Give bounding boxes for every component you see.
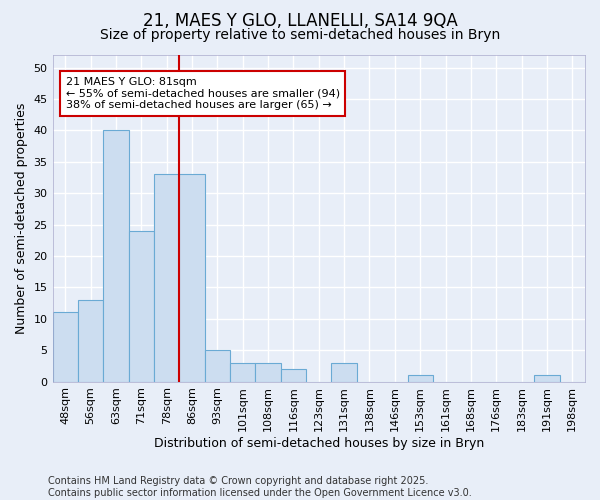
Bar <box>154 174 179 382</box>
Text: Size of property relative to semi-detached houses in Bryn: Size of property relative to semi-detach… <box>100 28 500 42</box>
Bar <box>534 376 560 382</box>
Bar <box>205 350 230 382</box>
Y-axis label: Number of semi-detached properties: Number of semi-detached properties <box>15 102 28 334</box>
Bar <box>128 231 154 382</box>
Bar <box>179 174 205 382</box>
Bar <box>230 362 256 382</box>
Bar <box>281 369 306 382</box>
Text: Contains HM Land Registry data © Crown copyright and database right 2025.
Contai: Contains HM Land Registry data © Crown c… <box>48 476 472 498</box>
Text: 21 MAES Y GLO: 81sqm
← 55% of semi-detached houses are smaller (94)
38% of semi-: 21 MAES Y GLO: 81sqm ← 55% of semi-detac… <box>66 77 340 110</box>
Bar <box>407 376 433 382</box>
Bar <box>256 362 281 382</box>
Bar <box>331 362 357 382</box>
Bar <box>53 312 78 382</box>
X-axis label: Distribution of semi-detached houses by size in Bryn: Distribution of semi-detached houses by … <box>154 437 484 450</box>
Bar <box>103 130 128 382</box>
Text: 21, MAES Y GLO, LLANELLI, SA14 9QA: 21, MAES Y GLO, LLANELLI, SA14 9QA <box>143 12 457 30</box>
Bar <box>78 300 103 382</box>
